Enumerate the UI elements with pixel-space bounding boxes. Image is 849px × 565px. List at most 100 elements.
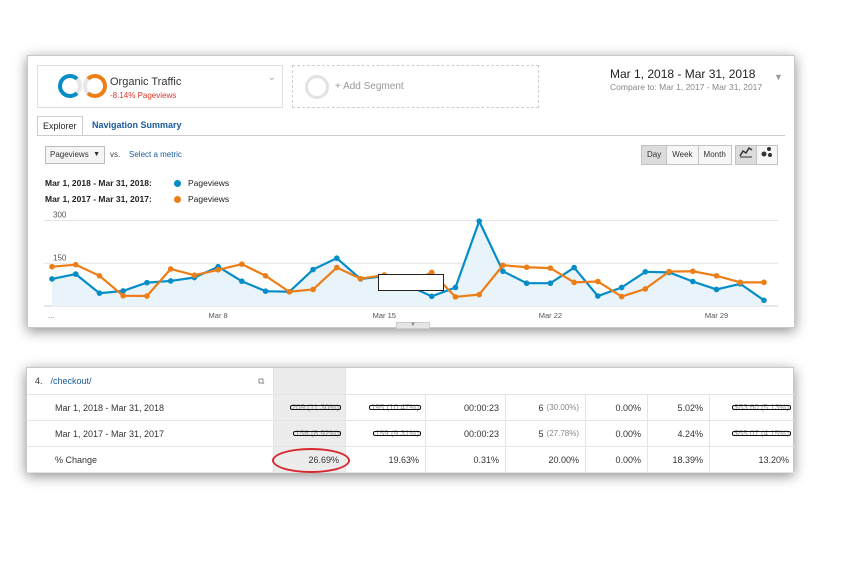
table-row-page: 4. /checkout/ ⧉ xyxy=(27,368,795,395)
line-chart-icon[interactable] xyxy=(735,145,757,165)
date-range-picker[interactable]: Mar 1, 2018 - Mar 31, 2018 xyxy=(610,67,756,81)
cell-value: 0.31% xyxy=(473,454,499,465)
tab-navigation-summary[interactable]: Navigation Summary xyxy=(92,120,182,130)
copy-icon[interactable]: ⧉ xyxy=(258,376,265,386)
redacted-value: $53.60 (5.13%) xyxy=(732,403,791,412)
legend-range-2018: Mar 1, 2018 - Mar 31, 2018: xyxy=(45,178,152,188)
cell-subvalue: (30.00%) xyxy=(546,403,579,412)
donut-chart-icon xyxy=(58,74,82,98)
series-area-1 xyxy=(52,221,764,306)
day-button[interactable]: Day xyxy=(641,145,668,165)
data-point-2 xyxy=(144,293,150,299)
data-point-1 xyxy=(72,271,79,277)
table-cell: 5 (27.78%) xyxy=(505,421,585,446)
table-cell: 6 (30.00%) xyxy=(505,395,585,420)
table-cell: 159 (9.31%) xyxy=(345,421,425,446)
data-point-2 xyxy=(96,273,103,279)
data-point-1 xyxy=(476,218,483,224)
data-point-2 xyxy=(239,261,245,267)
segment-card-organic-traffic[interactable]: Organic Traffic -8.14% Pageviews ⌄ xyxy=(37,65,283,108)
motion-chart-icon[interactable] xyxy=(756,145,778,165)
data-point-1 xyxy=(310,266,316,273)
data-point-1 xyxy=(144,279,150,286)
data-point-2 xyxy=(310,286,316,293)
cell-value: 18.39% xyxy=(672,454,703,465)
table-cell: 13.20% xyxy=(709,447,795,472)
data-point-1 xyxy=(334,255,340,261)
table-cell: 195 (10.47%) xyxy=(345,395,425,420)
x-tick-label: Mar 22 xyxy=(539,311,562,320)
data-point-2 xyxy=(713,273,720,279)
period-button-group: Day Week Month xyxy=(641,145,732,165)
cell-value: 00:00:23 xyxy=(463,402,499,413)
table-row: % Change 26.69% 19.63% 0.31% 20.00% 0.00% 18.3… xyxy=(27,447,795,473)
redacted-value: $55.07 (4.15%) xyxy=(732,429,791,438)
table-cell: 0.00% xyxy=(585,447,647,472)
data-point-2 xyxy=(500,262,506,269)
data-point-1 xyxy=(547,280,554,287)
table-cell: Mar 1, 2017 - Mar 31, 2017 xyxy=(27,421,273,446)
x-tick-label: Mar 15 xyxy=(373,311,396,320)
row-label: % Change xyxy=(55,454,98,465)
table-cell: 0.00% xyxy=(585,421,647,446)
data-point-1 xyxy=(120,288,126,294)
legend-dot-2018 xyxy=(174,180,181,187)
data-point-1 xyxy=(49,276,55,282)
table-cell: 0.31% xyxy=(425,447,505,472)
table-cell: 5.02% xyxy=(647,395,709,420)
data-point-2 xyxy=(761,279,767,286)
tab-explorer[interactable]: Explorer xyxy=(37,116,83,136)
table-cell: Mar 1, 2018 - Mar 31, 2018 xyxy=(27,395,273,420)
cell-subvalue: (27.78%) xyxy=(546,429,579,438)
x-tick-label: Mar 8 xyxy=(209,311,228,320)
metric-select[interactable]: Pageviews ▼ xyxy=(45,146,105,164)
row-label: Mar 1, 2017 - Mar 31, 2017 xyxy=(55,428,165,439)
redacted-value: 209 (11.30%) xyxy=(289,403,342,412)
donut-chart-icon xyxy=(83,74,107,98)
tab-divider xyxy=(37,135,785,136)
redacted-value: 195 (10.47%) xyxy=(368,403,422,412)
x-tick-label: ... xyxy=(48,311,54,320)
segment-subtitle: -8.14% Pageviews xyxy=(110,91,177,100)
cell-value: 0.00% xyxy=(615,402,641,413)
table-cell: 209 (11.30%) xyxy=(273,395,345,420)
data-point-1 xyxy=(690,278,696,285)
data-point-2 xyxy=(286,288,293,295)
data-point-1 xyxy=(96,290,103,296)
data-point-1 xyxy=(500,268,506,275)
cell-value: 5.02% xyxy=(677,402,703,413)
data-point-2 xyxy=(571,279,577,286)
segment-title: Organic Traffic xyxy=(110,76,182,88)
data-point-2 xyxy=(666,268,672,275)
table-cell: 156 (8.92%) xyxy=(273,421,345,446)
week-button[interactable]: Week xyxy=(666,145,699,165)
pageviews-line-chart[interactable]: 150 300... Mar 8 Mar 15 Mar 22 Mar 29 xyxy=(36,206,788,324)
data-point-1 xyxy=(167,278,174,284)
caret-down-icon[interactable]: ▼ xyxy=(774,72,783,82)
legend-dot-2017 xyxy=(174,196,181,203)
data-point-2 xyxy=(49,263,55,270)
row-label: Mar 1, 2018 - Mar 31, 2018 xyxy=(55,402,165,413)
data-point-2 xyxy=(595,278,601,285)
caret-down-icon: ▼ xyxy=(93,151,100,158)
cell-value: 13.20% xyxy=(758,454,789,465)
month-button[interactable]: Month xyxy=(697,145,732,165)
redacted-value: 156 (8.92%) xyxy=(293,429,341,438)
chart-resize-handle[interactable]: ▼ xyxy=(396,322,430,329)
chevron-down-icon[interactable]: ⌄ xyxy=(267,72,276,83)
table-cell: 19.63% xyxy=(345,447,425,472)
cell-value: 0.00% xyxy=(615,454,641,465)
add-segment-button[interactable]: + Add Segment xyxy=(292,65,539,108)
table-cell: 00:00:23 xyxy=(425,421,505,446)
table-row: Mar 1, 2018 - Mar 31, 2018 209 (11.30%) 19… xyxy=(27,395,795,421)
comparison-table: 4. /checkout/ ⧉ Mar 1, 2018 - Mar 31, 20… xyxy=(26,367,795,473)
explorer-panel: Organic Traffic -8.14% Pageviews ⌄ + Add… xyxy=(27,55,795,329)
page-path-link[interactable]: /checkout/ xyxy=(50,376,92,386)
select-metric-link[interactable]: Select a metric xyxy=(129,150,182,159)
data-point-2 xyxy=(428,269,435,276)
data-point-1 xyxy=(642,269,649,275)
table-cell: 00:00:23 xyxy=(425,395,505,420)
data-point-1 xyxy=(595,293,601,299)
chart-type-group xyxy=(735,145,778,165)
data-point-2 xyxy=(215,267,221,273)
